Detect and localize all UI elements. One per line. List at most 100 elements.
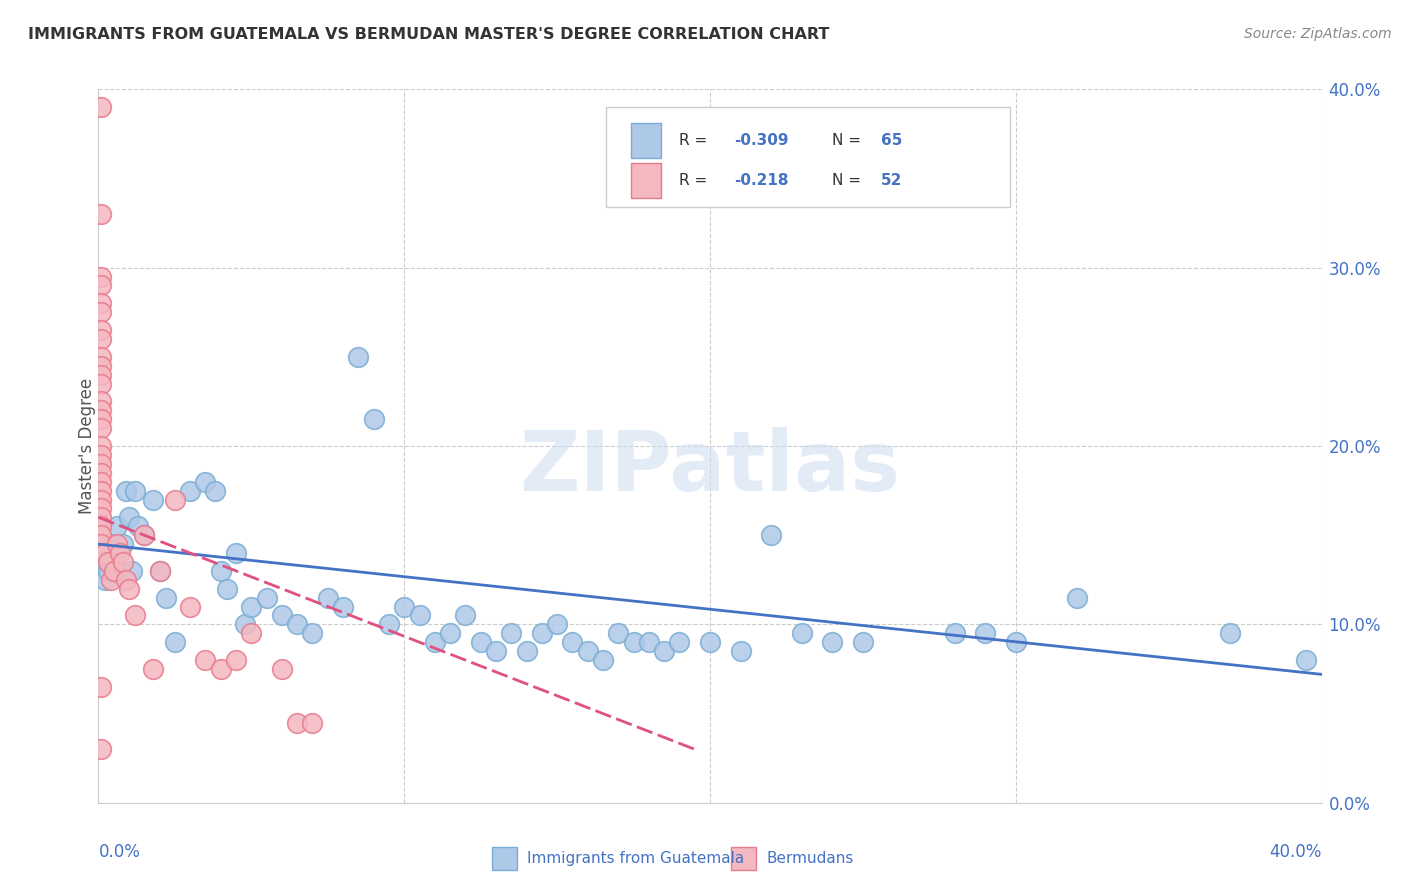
Point <box>256 591 278 605</box>
Bar <box>630 123 661 159</box>
Point <box>439 626 461 640</box>
Point <box>516 644 538 658</box>
Point <box>285 715 308 730</box>
Text: 0.0%: 0.0% <box>98 843 141 861</box>
Point <box>470 635 492 649</box>
Point <box>90 680 112 694</box>
Point <box>454 608 477 623</box>
Point <box>90 492 112 507</box>
Point <box>90 350 112 364</box>
Point <box>759 528 782 542</box>
Point <box>561 635 583 649</box>
Point <box>118 582 141 596</box>
Text: R =: R = <box>679 133 713 148</box>
Point <box>90 421 112 435</box>
Text: 65: 65 <box>882 133 903 148</box>
Point <box>576 644 599 658</box>
Point <box>105 537 128 551</box>
Text: 52: 52 <box>882 173 903 188</box>
Point <box>270 608 292 623</box>
Point <box>100 537 122 551</box>
Point <box>108 546 131 560</box>
Point <box>637 635 661 649</box>
Point <box>1295 653 1317 667</box>
Point <box>90 278 112 293</box>
Point <box>821 635 844 649</box>
Point <box>347 350 370 364</box>
Point <box>93 573 115 587</box>
Point <box>179 483 201 498</box>
Point <box>607 626 630 640</box>
Point <box>730 644 752 658</box>
Point <box>423 635 446 649</box>
Point <box>111 555 134 569</box>
Point <box>501 626 523 640</box>
Point <box>93 546 115 560</box>
Text: -0.309: -0.309 <box>734 133 789 148</box>
Point <box>111 537 134 551</box>
Point <box>194 475 217 489</box>
Point <box>1066 591 1088 605</box>
Point <box>225 546 247 560</box>
Text: N =: N = <box>832 133 866 148</box>
Text: -0.218: -0.218 <box>734 173 789 188</box>
Point <box>90 475 112 489</box>
Point <box>270 662 292 676</box>
Point <box>163 635 186 649</box>
Point <box>90 403 112 417</box>
Point <box>90 483 112 498</box>
Bar <box>630 162 661 198</box>
Point <box>790 626 813 640</box>
Point <box>392 599 416 614</box>
Point <box>90 439 112 453</box>
Point <box>592 653 614 667</box>
Point <box>90 296 112 310</box>
Point <box>103 564 125 578</box>
Point <box>149 564 172 578</box>
Point <box>90 207 112 221</box>
Point <box>90 528 112 542</box>
Point <box>699 635 721 649</box>
Point <box>108 564 131 578</box>
Point <box>1004 635 1026 649</box>
Point <box>225 653 247 667</box>
Point <box>285 617 308 632</box>
Text: Immigrants from Guatemala: Immigrants from Guatemala <box>527 851 745 865</box>
Text: 40.0%: 40.0% <box>1270 843 1322 861</box>
Point <box>90 466 112 480</box>
Point <box>378 617 401 632</box>
Point <box>97 564 120 578</box>
Point <box>124 483 146 498</box>
Point <box>179 599 201 614</box>
Point <box>149 564 172 578</box>
Point <box>90 323 112 337</box>
Point <box>100 573 122 587</box>
Point <box>134 528 156 542</box>
Point <box>90 100 112 114</box>
Point <box>90 555 112 569</box>
Point <box>301 715 323 730</box>
Text: R =: R = <box>679 173 713 188</box>
Point <box>90 448 112 462</box>
Point <box>1219 626 1241 640</box>
Point <box>115 573 138 587</box>
Point <box>90 501 112 516</box>
Point <box>623 635 645 649</box>
Point <box>142 492 165 507</box>
Point <box>97 555 120 569</box>
Point <box>142 662 165 676</box>
Point <box>546 617 568 632</box>
Text: ZIPatlas: ZIPatlas <box>520 427 900 508</box>
Point <box>103 555 125 569</box>
Point <box>215 582 238 596</box>
Point <box>233 617 256 632</box>
Point <box>90 269 112 284</box>
Point <box>90 376 112 391</box>
Text: Bermudans: Bermudans <box>766 851 853 865</box>
Point <box>852 635 875 649</box>
Point <box>668 635 690 649</box>
Point <box>943 626 966 640</box>
Point <box>485 644 508 658</box>
Point <box>332 599 354 614</box>
Point <box>90 537 112 551</box>
